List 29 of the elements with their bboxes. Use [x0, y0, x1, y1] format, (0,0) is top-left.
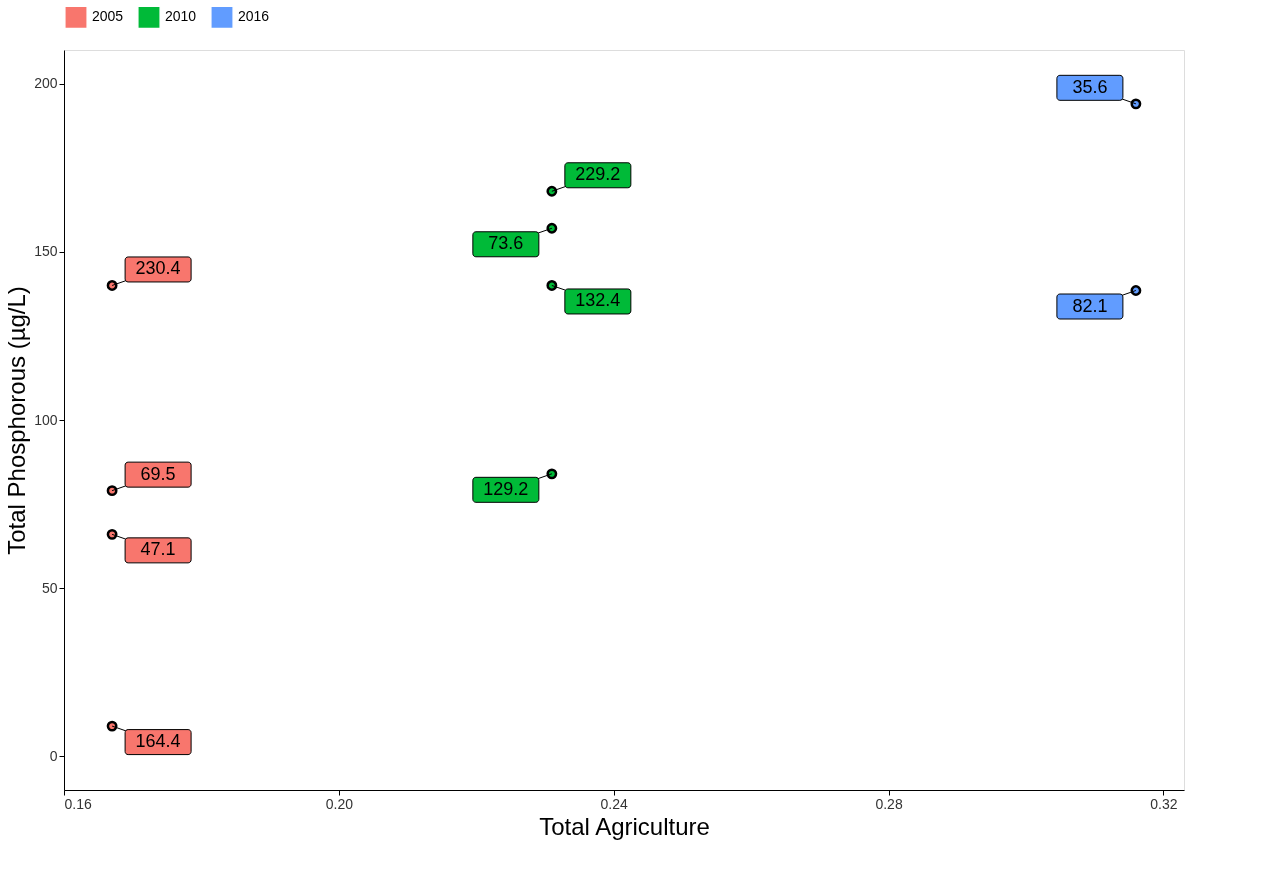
x-tick-label: 0.20: [325, 795, 354, 812]
x-tick-label: 0.32: [1150, 795, 1178, 812]
x-tick-label: 0.16: [64, 795, 92, 812]
point: [1130, 98, 1142, 110]
annotation: 47.1: [140, 539, 176, 560]
y-axis-title: Total Phosphorous (µg/L): [3, 286, 31, 555]
point: [546, 468, 558, 480]
annotation: 35.6: [1072, 76, 1108, 97]
x-tick-label: 0.24: [600, 795, 629, 812]
annotation: 164.4: [135, 731, 181, 752]
annotation: 129.2: [483, 478, 529, 499]
x-tick-label: 0.28: [875, 795, 903, 812]
legend-label: 2005: [92, 8, 124, 25]
legend-label: 2010: [165, 8, 197, 25]
y-tick-label: 200: [34, 75, 58, 92]
legend-label: 2016: [238, 8, 270, 25]
annotation: 229.2: [575, 164, 621, 185]
annotation: 230.4: [135, 258, 181, 279]
y-tick-label: 150: [34, 243, 58, 260]
y-tick-label: 0: [49, 747, 58, 764]
x-axis-title: Total Agriculture: [539, 812, 710, 840]
annotation: 69.5: [140, 463, 176, 484]
y-tick-label: 100: [34, 411, 58, 428]
point: [546, 185, 558, 197]
annotation: 132.4: [575, 290, 621, 311]
annotation: 73.6: [488, 233, 524, 254]
point: [546, 280, 558, 291]
annotation: 82.1: [1072, 295, 1108, 316]
y-tick-label: 50: [41, 579, 58, 596]
